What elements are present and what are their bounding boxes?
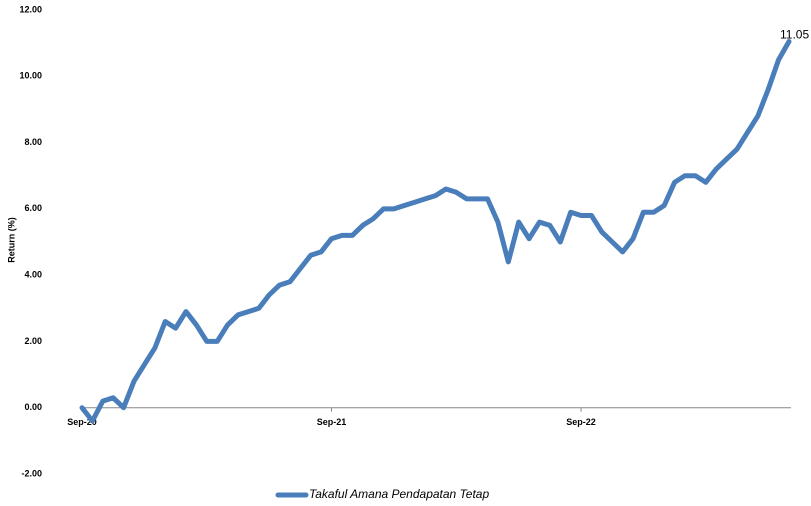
y-tick-label: 6.00 bbox=[24, 203, 42, 213]
legend-label: Takaful Amana Pendapatan Tetap bbox=[309, 487, 489, 501]
line-series bbox=[79, 39, 792, 424]
y-tick-label: -2.00 bbox=[21, 468, 42, 478]
end-value-label: 11.05 bbox=[780, 28, 809, 42]
x-tick-label: Sep-22 bbox=[566, 417, 596, 427]
x-tick-label: Sep-20 bbox=[67, 417, 97, 427]
y-tick-label: 2.00 bbox=[24, 336, 42, 346]
y-tick-label: 12.00 bbox=[19, 4, 42, 14]
y-tick-label: 0.00 bbox=[24, 402, 42, 412]
y-axis-title: Return (%) bbox=[6, 217, 16, 263]
y-tick-label: 4.00 bbox=[24, 270, 42, 280]
y-tick-label: 8.00 bbox=[24, 137, 42, 147]
y-tick-label: 10.00 bbox=[19, 71, 42, 81]
x-tick-label: Sep-21 bbox=[317, 417, 347, 427]
